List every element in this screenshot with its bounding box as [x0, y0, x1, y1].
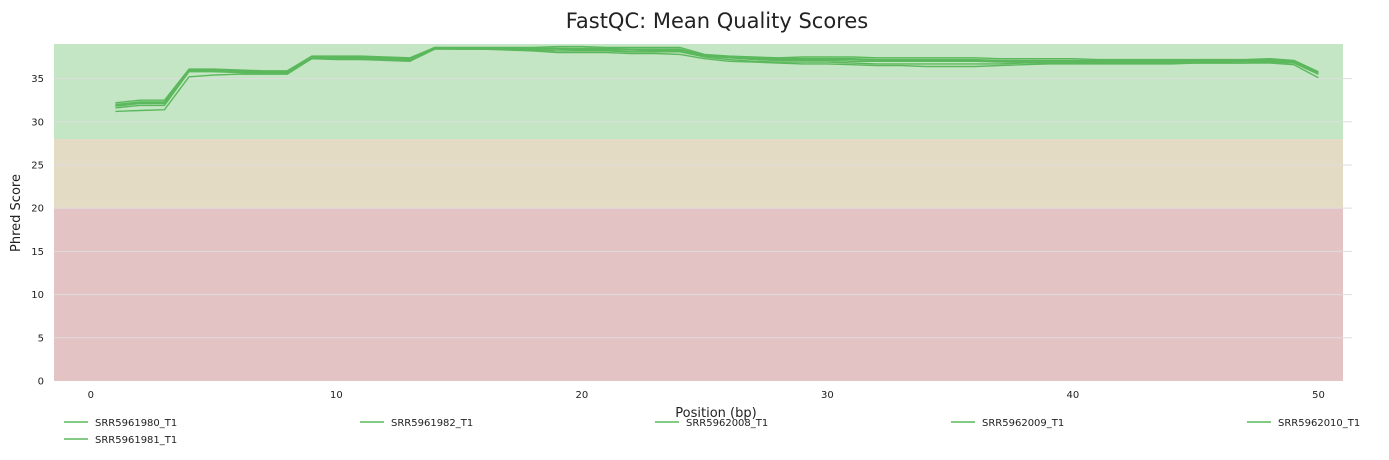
y-tick-10: 10 [31, 290, 44, 301]
series-line-SRR5961980_T1 [115, 45, 1319, 104]
legend: SRR5961980_T1 SRR5961982_T1 SRR5962008_T1 S… [64, 418, 1360, 446]
legend-label-SRR5962009_T1: SRR5962009_T1 [982, 418, 1064, 429]
legend-label-SRR5961982_T1: SRR5961982_T1 [391, 418, 473, 429]
legend-label-SRR5961981_T1: SRR5961981_T1 [95, 435, 177, 446]
y-tick-30: 30 [31, 117, 44, 128]
grid-lines [54, 78, 1352, 339]
series-line-SRR5962008_T1 [115, 47, 1319, 107]
legend-label-SRR5961980_T1: SRR5961980_T1 [95, 418, 177, 429]
series-lines [115, 45, 1319, 113]
legend-label-SRR5962010_T1: SRR5962010_T1 [1278, 418, 1360, 429]
y-tick-5: 5 [38, 333, 44, 344]
x-tick-10: 10 [330, 390, 343, 401]
quality-bands [54, 44, 1343, 381]
y-axis-label: Phred Score [9, 174, 24, 252]
series-line-SRR5961981_T1 [115, 47, 1319, 107]
x-tick-30: 30 [821, 390, 834, 401]
x-tick-20: 20 [576, 390, 589, 401]
y-tick-20: 20 [31, 204, 44, 215]
series-line-SRR5962010_T1 [115, 48, 1319, 113]
x-tick-labels: 0 10 20 30 40 50 [88, 390, 1325, 401]
y-tick-35: 35 [31, 74, 44, 85]
chart-title: FastQC: Mean Quality Scores [566, 9, 869, 33]
x-tick-40: 40 [1067, 390, 1080, 401]
y-tick-15: 15 [31, 247, 44, 258]
x-tick-50: 50 [1312, 390, 1325, 401]
legend-label-SRR5962008_T1: SRR5962008_T1 [686, 418, 768, 429]
x-axis-label: Position (bp) [675, 406, 756, 421]
x-tick-0: 0 [88, 390, 94, 401]
y-tick-labels: 0 5 10 15 20 25 30 35 [31, 74, 44, 387]
y-tick-0: 0 [38, 377, 44, 388]
quality-band-1 [54, 139, 1343, 209]
y-tick-25: 25 [31, 160, 44, 171]
